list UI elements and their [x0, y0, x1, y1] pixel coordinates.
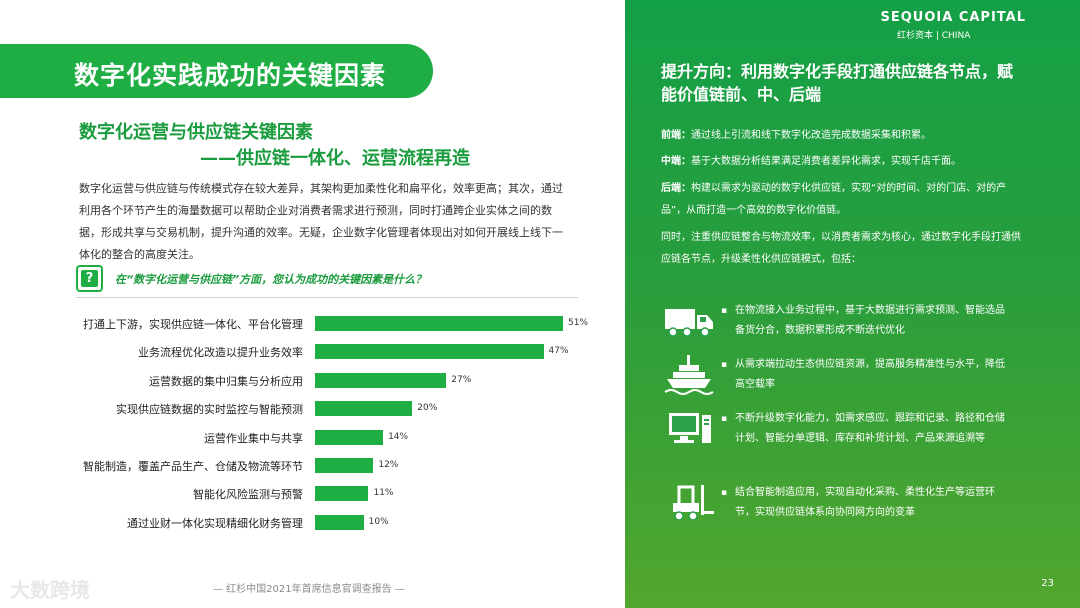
intro-paragraph: 数字化运营与供应链与传统模式存在较大差异，其架构更加柔性化和扁平化，效率更高；其… — [79, 182, 563, 261]
bar — [315, 372, 447, 388]
page-number: 23 — [1041, 578, 1054, 589]
survey-question: 在“数字化运营与供应链”方面，您认为成功的关键因素是什么？ — [115, 273, 427, 286]
question-icon: ? — [76, 265, 103, 292]
back-text: 构建以需求为驱动的数字化供应链，实现“对的时间、对的门店、对的产品”，从而打造一… — [661, 183, 1007, 216]
bullet-text-3: 不断升级数字化能力，如需求感应、跟踪和记录、路径和仓储计划、智能分单逻辑、库存和… — [721, 409, 1010, 449]
bar-value-label: 10% — [368, 516, 389, 527]
bar — [315, 344, 544, 360]
bar-value-label: 11% — [373, 488, 394, 499]
bar — [315, 458, 374, 473]
truck-icon — [665, 309, 713, 337]
back-paragraph: 后端：构建以需求为驱动的数字化供应链，实现“对的时间、对的门店、对的产品”，从而… — [661, 178, 1021, 222]
bar-value-label: 27% — [451, 374, 472, 385]
bar-label: 运营数据的集中归集与分析应用 — [149, 374, 303, 388]
ship-icon — [664, 355, 714, 395]
bar-value-label: 12% — [378, 460, 399, 470]
bar — [315, 486, 369, 502]
mid-paragraph: 中端：基于大数据分析结果满足消费者差异化需求，实现千店千面。 — [661, 151, 1041, 173]
page-title: 数字化实践成功的关键因素 — [74, 61, 387, 90]
bar-label: 实现供应链数据的实时监控与智能预测 — [116, 403, 303, 417]
bar — [315, 514, 364, 530]
computer-icon — [669, 413, 711, 443]
bullet-text-4: 结合智能制造应用，实现自动化采购、柔性化生产等运营环节，实现供应链体系向协同网方… — [721, 483, 1010, 523]
back-label: 后端： — [661, 183, 691, 194]
bar-label: 打通上下游，实现供应链一体化、平台化管理 — [83, 318, 303, 331]
forklift-icon — [673, 485, 714, 521]
bullet-text-2: 从需求端拉动生态供应链资源，提高服务精准性与水平，降低高空载率 — [721, 355, 1010, 395]
front-text: 通过线上引流和线下数字化改造完成数据采集和积累。 — [691, 130, 931, 141]
bar — [315, 316, 563, 331]
bar-label: 智能化风险监测与预警 — [193, 488, 303, 502]
title-banner: 数字化实践成功的关键因素 — [0, 44, 433, 98]
footer-text: — 红杉中国2021年首席信息官调查报告 — — [213, 584, 405, 595]
bullet-text-1: 在物流接入业务过程中，基于大数据进行需求预测、智能选品备货分合，数据积累形成不断… — [721, 301, 1010, 341]
bar-value-label: 14% — [388, 431, 409, 442]
front-paragraph: 前端：通过线上引流和线下数字化改造完成数据采集和积累。 — [661, 125, 1041, 147]
bar-value-label: 51% — [568, 318, 589, 328]
watermark-logo: 大数跨境 — [10, 578, 90, 602]
bar — [315, 429, 384, 445]
right-title: 提升方向：利用数字化手段打通供应链各节点，赋能价值链前、中、后端 — [661, 62, 1014, 104]
brand-name: SEQUOIA CAPITAL — [880, 10, 1026, 25]
mid-label: 中端： — [661, 156, 691, 167]
extra-paragraph: 同时，注重供应链整合与物流效率，以消费者需求为核心，通过数字化手段打通供应链各节… — [661, 232, 1021, 265]
right-panel: SEQUOIA CAPITAL 红杉资本 | CHINA 提升方向：利用数字化手… — [625, 0, 1080, 608]
bar-value-label: 20% — [417, 403, 438, 414]
brand-sub: 红杉资本 | CHINA — [897, 31, 971, 41]
subtitle-line1: 数字化运营与供应链关键因素 — [79, 122, 313, 143]
mid-text: 基于大数据分析结果满足消费者差异化需求，实现千店千面。 — [691, 156, 961, 167]
bar — [315, 401, 413, 417]
bar-label: 业务流程优化改造以提升业务效率 — [138, 346, 303, 360]
front-label: 前端： — [661, 130, 691, 141]
question-divider — [76, 297, 578, 298]
bar-value-label: 47% — [548, 346, 569, 357]
subtitle-line2: ——供应链一体化、运营流程再造 — [200, 148, 470, 169]
bar-label: 运营作业集中与共享 — [204, 431, 303, 445]
bar-label: 通过业财一体化实现精细化财务管理 — [127, 516, 303, 530]
bar-chart: 打通上下游，实现供应链一体化、平台化管理 51% 业务流程优化改造以提升业务效率 47… — [0, 305, 600, 545]
question-mark: ? — [81, 270, 98, 287]
bar-label: 智能制造，覆盖产品生产、仓储及物流等环节 — [83, 460, 303, 473]
